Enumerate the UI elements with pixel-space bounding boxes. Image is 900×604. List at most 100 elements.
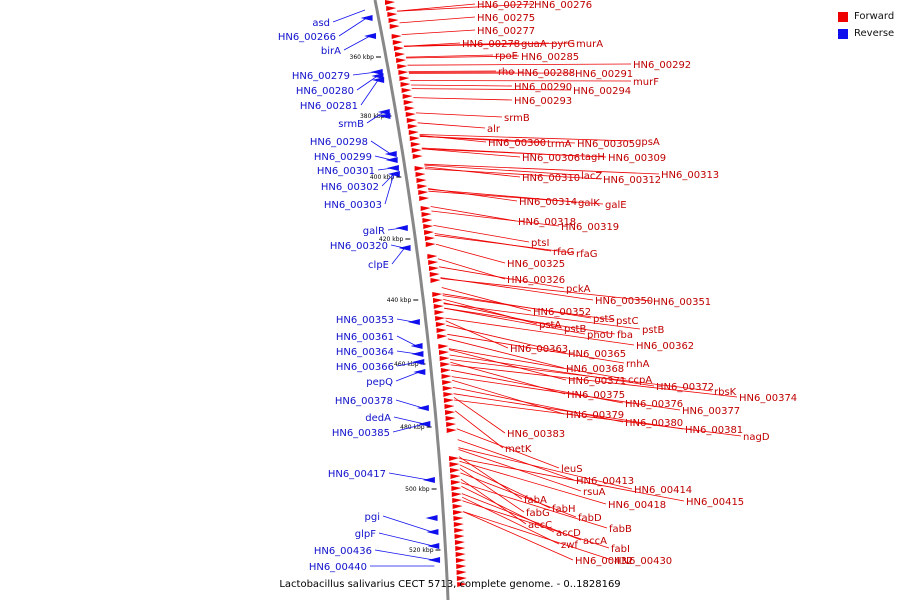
forward-leader-line bbox=[413, 98, 512, 100]
forward-gene-label: HN6_00381 bbox=[685, 425, 743, 436]
forward-gene-label: HN6_00377 bbox=[682, 406, 740, 417]
forward-gene-arrow bbox=[405, 106, 415, 111]
forward-gene-label: HN6_00319 bbox=[561, 222, 619, 233]
reverse-leader-line bbox=[396, 400, 423, 408]
forward-gene-arrow bbox=[404, 100, 414, 105]
forward-gene-arrow bbox=[441, 368, 451, 373]
reverse-gene-label: birA bbox=[321, 46, 341, 57]
forward-leader-line bbox=[455, 411, 503, 448]
forward-gene-arrow bbox=[431, 278, 441, 283]
forward-gene-arrow bbox=[437, 328, 447, 333]
forward-gene-arrow bbox=[455, 534, 465, 539]
forward-gene-arrow bbox=[449, 456, 459, 461]
forward-gene-arrow bbox=[450, 462, 460, 467]
forward-gene-arrow bbox=[450, 474, 460, 479]
forward-gene-label: ptsI bbox=[531, 238, 549, 249]
forward-gene-arrow bbox=[435, 316, 445, 321]
forward-gene-label: HN6_00415 bbox=[686, 497, 744, 508]
forward-gene-arrow bbox=[398, 70, 408, 75]
forward-gene-label: guaA bbox=[521, 39, 547, 50]
reverse-gene-label: HN6_00440 bbox=[309, 562, 367, 573]
forward-gene-arrow bbox=[407, 118, 417, 123]
reverse-leader-line bbox=[391, 245, 405, 248]
forward-gene-arrow bbox=[394, 46, 404, 51]
forward-gene-arrow bbox=[386, 6, 396, 11]
forward-gene-arrow bbox=[396, 58, 406, 63]
reverse-leader-line bbox=[371, 141, 391, 154]
forward-gene-label: fabB bbox=[609, 524, 632, 535]
reverse-gene-label: HN6_00366 bbox=[336, 362, 394, 373]
reverse-gene-arrow bbox=[426, 515, 438, 521]
forward-leader-line bbox=[460, 473, 576, 517]
forward-gene-label: HN6_00309 bbox=[608, 153, 666, 164]
forward-gene-arrow bbox=[393, 40, 403, 45]
forward-gene-label: zwf bbox=[561, 540, 578, 551]
forward-gene-label: HN6_00383 bbox=[507, 429, 565, 440]
forward-leader-line bbox=[433, 225, 529, 242]
forward-gene-label: HN6_00374 bbox=[739, 393, 797, 404]
forward-leader-line bbox=[416, 113, 502, 117]
forward-leader-line bbox=[431, 207, 516, 222]
forward-gene-label: rnhA bbox=[626, 359, 650, 370]
forward-leader-line bbox=[410, 81, 631, 82]
forward-gene-arrow bbox=[387, 12, 397, 17]
forward-gene-label: HN6_00275 bbox=[477, 13, 535, 24]
forward-gene-arrow bbox=[451, 480, 461, 485]
reverse-leader-line bbox=[353, 72, 377, 75]
legend-forward-label: Forward bbox=[854, 11, 894, 22]
forward-gene-arrow bbox=[397, 64, 407, 69]
forward-gene-label: gpsA bbox=[635, 137, 660, 148]
forward-gene-arrow bbox=[423, 224, 433, 229]
forward-gene-arrow bbox=[389, 18, 399, 23]
reverse-leader-line bbox=[344, 36, 370, 50]
forward-gene-arrow bbox=[417, 184, 427, 189]
forward-gene-arrow bbox=[454, 522, 464, 527]
forward-gene-arrow bbox=[411, 142, 421, 147]
reverse-gene-label: HN6_00353 bbox=[336, 315, 394, 326]
forward-gene-arrow bbox=[402, 88, 412, 93]
forward-gene-label: HN6_00351 bbox=[653, 297, 711, 308]
reverse-leader-line bbox=[397, 319, 414, 322]
forward-gene-label: HN6_00430 bbox=[614, 556, 672, 567]
forward-gene-arrow bbox=[447, 428, 457, 433]
forward-gene-label: HN6_00325 bbox=[507, 259, 565, 270]
forward-gene-arrow bbox=[419, 196, 429, 201]
forward-gene-label: murF bbox=[633, 77, 659, 88]
forward-gene-arrow bbox=[456, 552, 466, 557]
forward-gene-arrow bbox=[430, 272, 440, 277]
reverse-gene-label: clpE bbox=[368, 260, 389, 271]
reverse-gene-label: HN6_00417 bbox=[328, 469, 386, 480]
forward-gene-arrow bbox=[446, 422, 456, 427]
reverse-gene-label: srmB bbox=[338, 119, 364, 130]
forward-gene-label: HN6_00362 bbox=[636, 341, 694, 352]
forward-gene-arrow bbox=[455, 546, 465, 551]
forward-leader-line bbox=[400, 17, 475, 23]
forward-gene-label: alr bbox=[487, 124, 501, 135]
reverse-gene-label: glpF bbox=[355, 529, 376, 540]
forward-gene-label: fba bbox=[617, 330, 633, 341]
forward-gene-label: pyrG bbox=[551, 39, 575, 50]
forward-gene-label: lacZ bbox=[581, 171, 602, 182]
reverse-gene-label: HN6_00320 bbox=[330, 241, 388, 252]
forward-gene-label: pstC bbox=[616, 316, 638, 327]
forward-gene-arrow bbox=[429, 266, 439, 271]
reverse-gene-label: HN6_00364 bbox=[336, 347, 394, 358]
forward-leader-line bbox=[452, 380, 564, 414]
forward-gene-arrow bbox=[406, 112, 416, 117]
forward-gene-arrow bbox=[436, 322, 446, 327]
forward-gene-label: HN6_00291 bbox=[575, 69, 633, 80]
forward-gene-arrow bbox=[438, 344, 448, 349]
forward-gene-arrow bbox=[392, 34, 402, 39]
tick-label: 360 kbp bbox=[350, 54, 375, 61]
forward-leader-line bbox=[442, 288, 531, 312]
forward-gene-label: HN6_00350 bbox=[595, 296, 653, 307]
reverse-gene-label: HN6_00378 bbox=[335, 396, 393, 407]
forward-gene-arrow bbox=[437, 334, 447, 339]
forward-gene-label: metK bbox=[505, 444, 532, 455]
reverse-gene-label: pepQ bbox=[366, 377, 393, 388]
forward-gene-label: fabG bbox=[526, 508, 550, 519]
reverse-gene-label: HN6_00302 bbox=[321, 182, 379, 193]
forward-gene-arrow bbox=[439, 350, 449, 355]
reverse-gene-label: HN6_00299 bbox=[314, 152, 372, 163]
forward-gene-label: rsuA bbox=[583, 487, 606, 498]
